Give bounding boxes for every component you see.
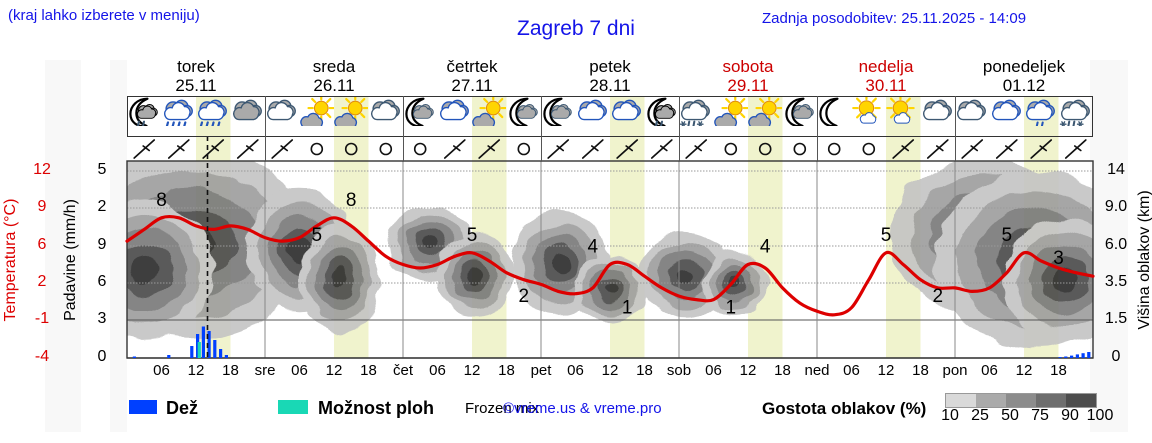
svg-text:8: 8 xyxy=(346,190,357,211)
svg-text:5: 5 xyxy=(1002,225,1013,246)
svg-text:4: 4 xyxy=(760,237,771,258)
svg-text:8: 8 xyxy=(156,190,167,211)
svg-text:1: 1 xyxy=(726,298,737,319)
svg-text:4: 4 xyxy=(588,237,599,258)
svg-text:5: 5 xyxy=(881,225,892,246)
svg-text:2: 2 xyxy=(933,286,944,307)
svg-text:1: 1 xyxy=(622,298,633,319)
svg-text:3: 3 xyxy=(1053,248,1064,269)
svg-text:5: 5 xyxy=(312,225,323,246)
svg-text:2: 2 xyxy=(519,286,530,307)
svg-text:5: 5 xyxy=(467,225,478,246)
